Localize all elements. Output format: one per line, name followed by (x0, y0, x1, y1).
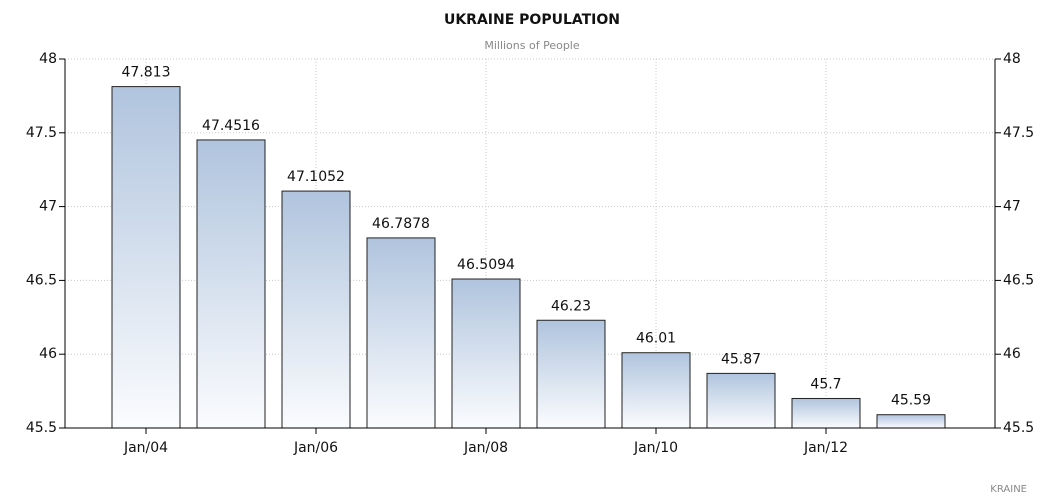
value-label: 46.7878 (372, 216, 430, 232)
x-tick-label: Jan/08 (463, 440, 508, 456)
watermark: KRAINE (990, 484, 1027, 495)
bar (196, 139, 266, 429)
value-label: 46.23 (551, 298, 591, 314)
value-label: 47.4516 (202, 118, 260, 134)
bar (706, 372, 776, 429)
y-tick-label: 46.5 (26, 272, 57, 288)
bar (281, 190, 351, 429)
bar (111, 86, 181, 429)
bar (536, 319, 606, 429)
y-tick-label: 47 (39, 199, 57, 215)
value-label: 47.813 (122, 65, 171, 81)
y2-tick-label: 45.5 (1003, 420, 1034, 436)
value-label: 45.59 (891, 393, 931, 409)
value-label: 46.5094 (457, 257, 515, 273)
bar (366, 237, 436, 429)
bar (451, 278, 521, 429)
x-tick-label: Jan/06 (293, 440, 338, 456)
y-tick-label: 48 (39, 51, 57, 67)
chart-subtitle: Millions of People (484, 39, 580, 52)
y2-tick-label: 47.5 (1003, 125, 1034, 141)
y-tick-label: 46 (39, 346, 57, 362)
y-tick-label: 47.5 (26, 125, 57, 141)
bar (876, 414, 946, 429)
chart-title: UKRAINE POPULATION (444, 12, 620, 28)
value-label: 45.87 (721, 351, 761, 367)
value-label: 45.7 (810, 376, 841, 392)
bar (791, 397, 861, 429)
value-label: 47.1052 (287, 169, 345, 185)
y2-tick-label: 46.5 (1003, 272, 1034, 288)
y2-tick-label: 47 (1003, 199, 1021, 215)
y2-tick-label: 46 (1003, 346, 1021, 362)
bar (621, 352, 691, 429)
y-tick-label: 45.5 (26, 420, 57, 436)
x-tick-label: Jan/12 (803, 440, 848, 456)
x-tick-label: Jan/04 (123, 440, 168, 456)
value-label: 46.01 (636, 331, 676, 347)
y2-tick-label: 48 (1003, 51, 1021, 67)
x-tick-label: Jan/10 (633, 440, 678, 456)
